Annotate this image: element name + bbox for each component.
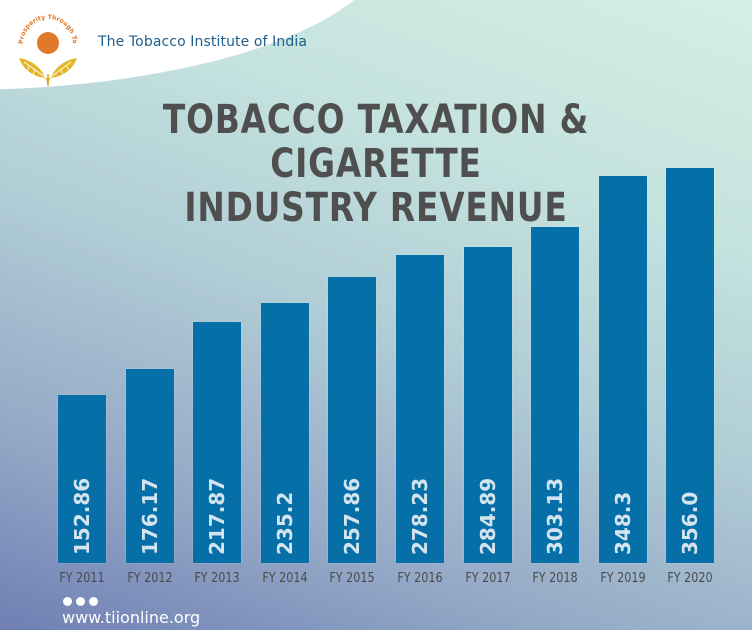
chart-title-line1: TOBACCO TAXATION & CIGARETTE bbox=[162, 97, 590, 187]
bar-fy2020: 356.0 bbox=[666, 168, 714, 563]
bar-value: 284.89 bbox=[476, 477, 500, 555]
x-label: FY 2018 bbox=[532, 571, 578, 586]
bar-fy2019: 348.3 bbox=[599, 176, 647, 563]
bar-fy2013: 217.87 bbox=[193, 322, 241, 563]
x-label: FY 2017 bbox=[465, 571, 511, 586]
bar-value: 257.86 bbox=[340, 477, 364, 555]
bar-value: 348.3 bbox=[611, 491, 635, 555]
bar-fy2012: 176.17 bbox=[126, 369, 174, 563]
chart-title: TOBACCO TAXATION & CIGARETTE INDUSTRY RE… bbox=[68, 98, 685, 230]
tii-logo-icon: Prosperity Through Tobacco bbox=[15, 8, 78, 86]
x-label: FY 2019 bbox=[600, 571, 646, 586]
bar-value: 303.13 bbox=[543, 477, 567, 555]
x-label: FY 2016 bbox=[397, 571, 443, 586]
x-label: FY 2011 bbox=[59, 571, 105, 586]
x-label: FY 2015 bbox=[329, 571, 375, 586]
decorative-dots-icon bbox=[63, 597, 98, 606]
website-url: www.tiionline.org bbox=[62, 608, 201, 627]
chart-title-line2: INDUSTRY REVENUE bbox=[184, 185, 568, 231]
bar-value: 278.23 bbox=[408, 477, 432, 555]
bar-fy2014: 235.2 bbox=[261, 303, 309, 563]
bar-value: 152.86 bbox=[70, 477, 94, 555]
bar-value: 176.17 bbox=[138, 477, 162, 555]
bar-fy2018: 303.13 bbox=[531, 227, 579, 563]
org-name: The Tobacco Institute of India bbox=[98, 34, 307, 50]
bar-fy2016: 278.23 bbox=[396, 255, 444, 563]
bar-value: 356.0 bbox=[678, 491, 702, 555]
x-label: FY 2013 bbox=[194, 571, 240, 586]
x-label: FY 2014 bbox=[262, 571, 308, 586]
x-label: FY 2012 bbox=[127, 571, 173, 586]
bar-value: 217.87 bbox=[205, 477, 229, 555]
bar-fy2011: 152.86 bbox=[58, 395, 106, 563]
x-label: FY 2020 bbox=[667, 571, 713, 586]
bar-value: 235.2 bbox=[273, 491, 297, 555]
bar-fy2017: 284.89 bbox=[464, 247, 512, 563]
bar-fy2015: 257.86 bbox=[328, 277, 376, 563]
